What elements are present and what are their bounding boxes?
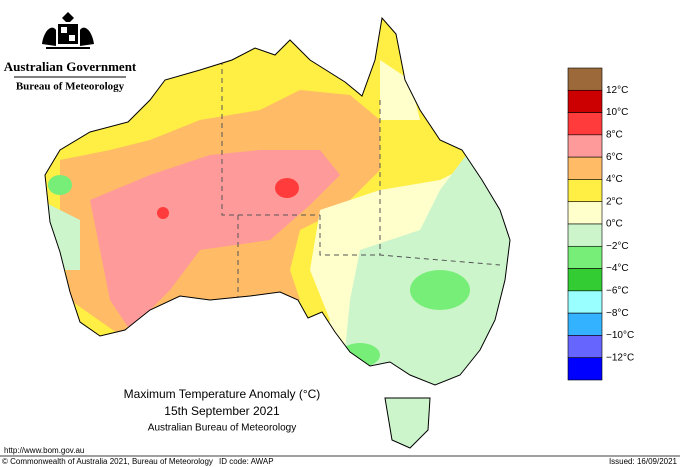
legend-swatch <box>567 201 603 225</box>
footer-url[interactable]: http://www.bom.gov.au <box>4 446 84 455</box>
legend-swatch <box>567 290 603 314</box>
bureau-name: Bureau of Meteorology <box>16 81 125 93</box>
map-source: Australian Bureau of Meteorology <box>148 423 296 434</box>
coat-of-arms <box>42 12 94 49</box>
legend-swatch <box>567 67 603 91</box>
legend-label: −6°C <box>606 285 629 296</box>
legend-swatch <box>567 134 603 158</box>
footer-id-code: ID code: AWAP <box>219 457 274 466</box>
map-date: 15th September 2021 <box>164 404 280 418</box>
legend-swatch <box>567 179 603 203</box>
legend-label: −2°C <box>606 241 629 252</box>
legend-swatch <box>567 223 603 247</box>
legend-swatch <box>567 268 603 292</box>
legend-label: 8°C <box>606 129 623 140</box>
legend-label: 10°C <box>606 107 628 118</box>
legend-swatch <box>567 312 603 336</box>
legend-swatch <box>567 335 603 359</box>
legend-swatch <box>567 112 603 136</box>
legend-label: 4°C <box>606 174 623 185</box>
legend-label: 2°C <box>606 196 623 207</box>
coastline <box>44 16 511 449</box>
legend-swatch <box>567 357 603 381</box>
legend-label: 0°C <box>606 219 623 230</box>
footer-copyright: © Commonwealth of Australia 2021, Bureau… <box>2 457 213 466</box>
legend-swatch <box>567 89 603 113</box>
legend-label: −12°C <box>606 352 634 363</box>
legend-swatch <box>567 156 603 180</box>
map-title: Maximum Temperature Anomaly (°C) <box>124 387 321 401</box>
legend: 12°C 10°C 8°C 6°C 4°C 2°C 0°C −2°C −4°C −6°C −8°C −… <box>567 67 634 381</box>
government-name: Australian Government <box>4 59 137 74</box>
footer-issued: Issued: 16/09/2021 <box>609 457 678 466</box>
legend-label: 6°C <box>606 152 623 163</box>
legend-label: −10°C <box>606 330 634 341</box>
legend-label: −8°C <box>606 308 629 319</box>
legend-label: 12°C <box>606 85 628 96</box>
legend-label: −4°C <box>606 263 629 274</box>
legend-swatch <box>567 245 603 269</box>
